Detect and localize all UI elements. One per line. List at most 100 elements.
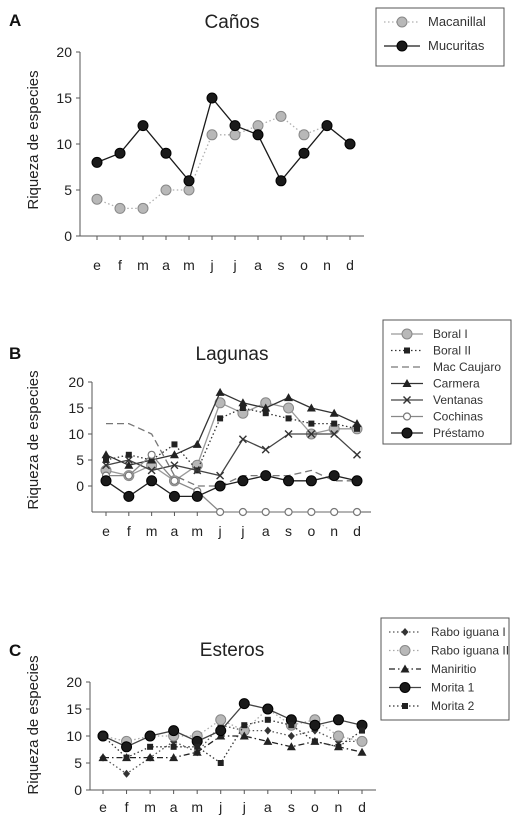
x-tick-label: m: [191, 799, 203, 815]
data-point: [100, 475, 112, 487]
data-point: [193, 466, 202, 475]
data-point: [144, 730, 156, 742]
series-line: [102, 719, 363, 764]
data-point: [329, 408, 339, 417]
y-tick-label: 5: [64, 182, 72, 198]
legend-marker: [402, 379, 412, 387]
legend-marker: [402, 412, 412, 421]
y-tick-label: 20: [56, 44, 72, 60]
x-tick-label: j: [218, 523, 222, 539]
data-point: [284, 430, 293, 438]
data-point: [305, 475, 317, 487]
series-line: [105, 433, 358, 477]
data-point: [263, 736, 273, 745]
data-point: [238, 435, 247, 444]
data-point: [217, 415, 224, 422]
x-tick-label: d: [346, 257, 354, 273]
data-point: [102, 461, 110, 470]
legend-marker: [399, 682, 411, 693]
legend-marker: [401, 628, 409, 636]
data-point: [237, 475, 249, 487]
data-point: [123, 490, 135, 502]
data-point: [183, 184, 195, 196]
data-point: [264, 716, 271, 723]
x-tick-label: a: [264, 799, 272, 815]
y-tick-label: 0: [76, 478, 84, 494]
x-tick-label: a: [254, 257, 262, 273]
data-point: [215, 714, 227, 726]
legend-label: Rabo iguana I: [431, 625, 506, 639]
data-point: [137, 120, 149, 132]
series-line: [105, 391, 358, 466]
series-line: [105, 407, 358, 472]
y-axis-label: Riqueza de especies: [25, 370, 42, 509]
data-point: [261, 507, 270, 517]
data-point: [103, 457, 109, 463]
legend-marker: [396, 16, 408, 28]
data-point: [147, 466, 156, 475]
data-point: [286, 742, 296, 751]
x-tick-label: o: [307, 523, 315, 539]
data-point: [284, 507, 293, 517]
data-point: [330, 507, 339, 517]
data-point: [168, 725, 180, 737]
data-point: [287, 732, 295, 740]
panel-letter: C: [9, 641, 21, 660]
y-tick-label: 20: [68, 374, 84, 390]
x-tick-label: a: [162, 257, 170, 273]
y-tick-label: 5: [74, 755, 82, 771]
y-tick-label: 10: [68, 426, 84, 442]
legend-marker: [402, 703, 408, 709]
data-point: [331, 420, 338, 427]
data-point: [206, 92, 218, 104]
data-point: [114, 147, 126, 159]
x-tick-label: n: [330, 523, 338, 539]
data-point: [170, 476, 179, 485]
y-tick-label: 0: [74, 782, 82, 798]
data-point: [335, 743, 342, 750]
data-point: [191, 490, 203, 502]
legend-label: Mac Caujaro: [433, 360, 501, 374]
data-point: [352, 507, 362, 517]
x-tick-label: d: [353, 523, 361, 539]
panel-letter: A: [9, 11, 21, 30]
legend-label: Cochinas: [433, 410, 483, 424]
data-point: [359, 727, 365, 734]
data-point: [309, 719, 321, 731]
legend-marker: [404, 347, 410, 354]
data-point: [238, 698, 250, 710]
series-4: [102, 430, 361, 480]
y-tick-label: 10: [66, 728, 82, 744]
x-tick-label: d: [358, 799, 366, 815]
data-point: [332, 714, 344, 726]
data-point: [206, 129, 218, 141]
legend-label: Morita 1: [431, 681, 475, 695]
data-point: [147, 455, 157, 464]
data-point: [214, 480, 226, 492]
legend-marker: [403, 396, 411, 404]
data-point: [192, 747, 202, 756]
data-point: [124, 471, 133, 480]
data-point: [356, 735, 368, 747]
data-point: [123, 754, 130, 761]
data-point: [252, 120, 264, 132]
legend: Rabo iguana I Rabo iguana II Maniritio Mori…: [380, 617, 510, 721]
x-tick-label: m: [137, 257, 149, 273]
data-point: [344, 138, 356, 150]
data-point: [298, 129, 310, 141]
legend-marker: [399, 645, 411, 656]
data-point: [91, 193, 103, 205]
data-point: [275, 110, 287, 122]
x-tick-label: o: [311, 799, 319, 815]
data-point: [183, 175, 195, 187]
series-5: [101, 450, 362, 517]
data-point: [238, 398, 248, 407]
data-point: [307, 430, 316, 438]
panel-letter: B: [9, 344, 21, 363]
data-point: [124, 456, 133, 464]
y-axis-label: Riqueza de especies: [25, 655, 42, 794]
data-point: [217, 760, 224, 766]
series-line: [106, 422, 357, 487]
data-point: [328, 470, 340, 482]
y-axis-label: Riqueza de especies: [25, 70, 42, 209]
